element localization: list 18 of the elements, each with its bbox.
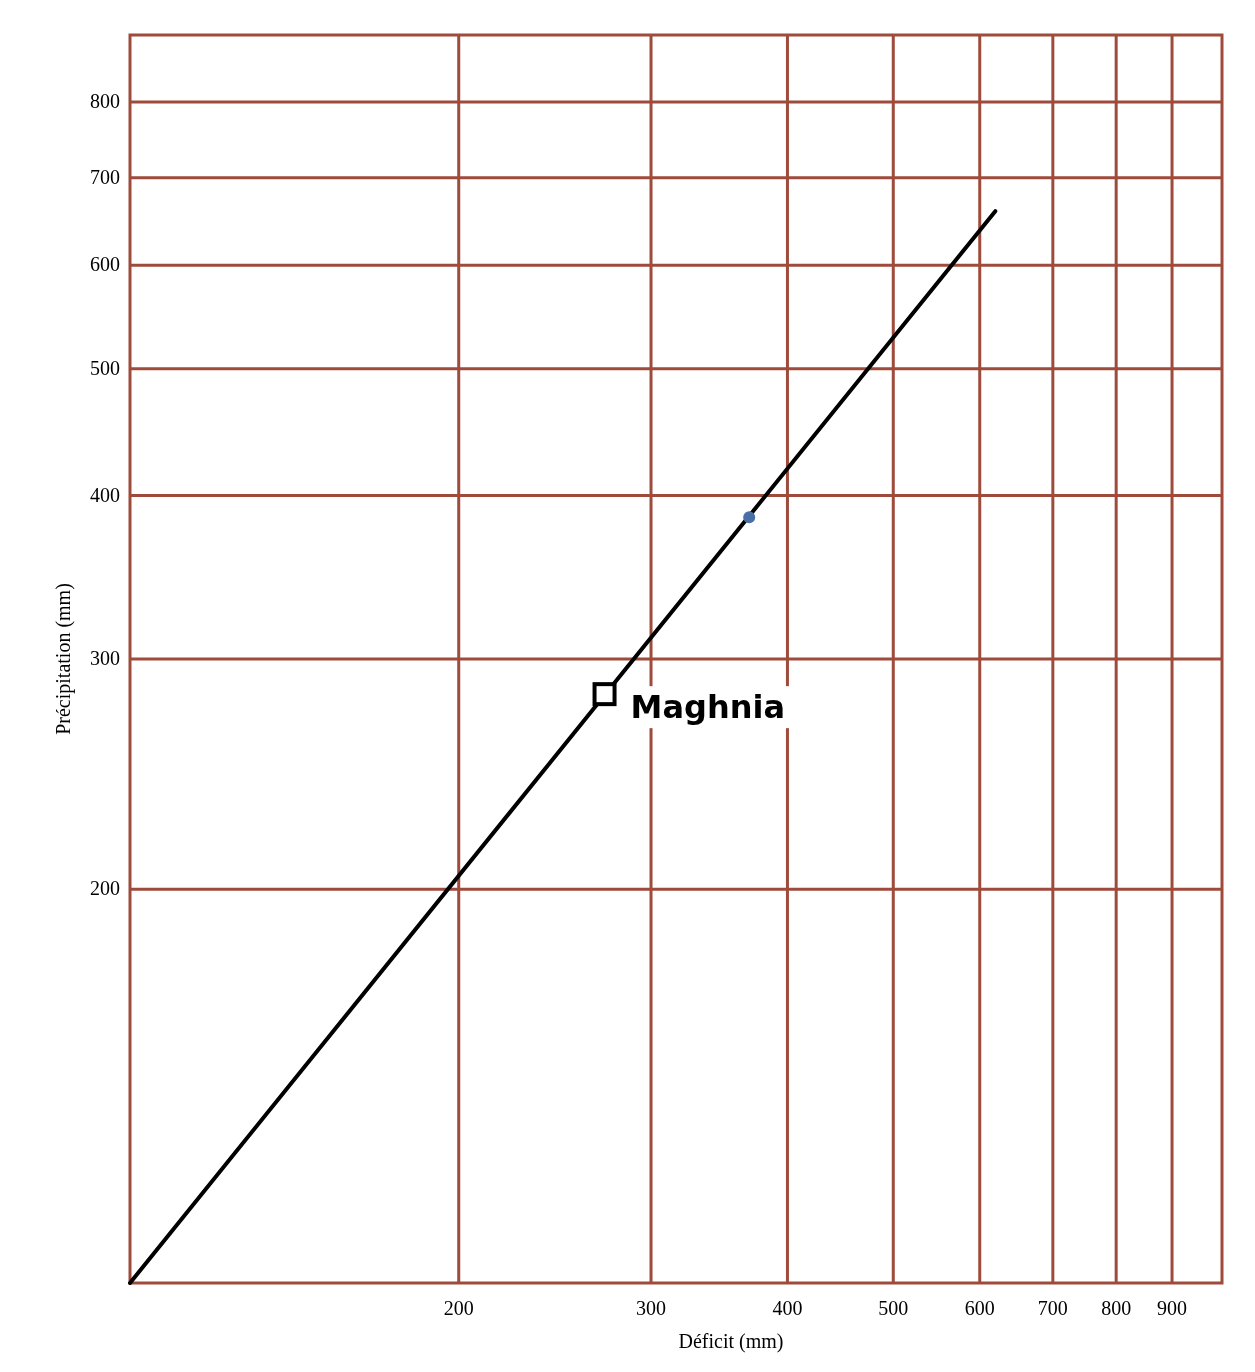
x-tick-label: 800 xyxy=(1101,1297,1132,1319)
x-tick-label: 600 xyxy=(964,1297,995,1319)
y-tick-label: 600 xyxy=(90,253,120,276)
y-axis-title: Précipitation (mm) xyxy=(52,583,75,735)
x-tick-label: 500 xyxy=(878,1297,909,1319)
y-tick-label: 200 xyxy=(90,877,120,900)
x-tick-label: 200 xyxy=(443,1297,474,1319)
y-tick-label: 300 xyxy=(90,647,120,669)
series-label: Maghnia xyxy=(630,688,786,727)
x-axis-title: Déficit (mm) xyxy=(678,1330,784,1353)
x-tick-label: 700 xyxy=(1037,1297,1068,1319)
y-tick-label: 500 xyxy=(90,356,120,379)
y-tick-label: 400 xyxy=(90,483,120,506)
y-tick-label: 700 xyxy=(90,165,120,188)
x-tick-label: 400 xyxy=(772,1297,803,1319)
x-tick-label: 300 xyxy=(636,1297,667,1319)
x-tick-label: 900 xyxy=(1157,1297,1188,1319)
y-tick-label: 800 xyxy=(90,89,120,112)
